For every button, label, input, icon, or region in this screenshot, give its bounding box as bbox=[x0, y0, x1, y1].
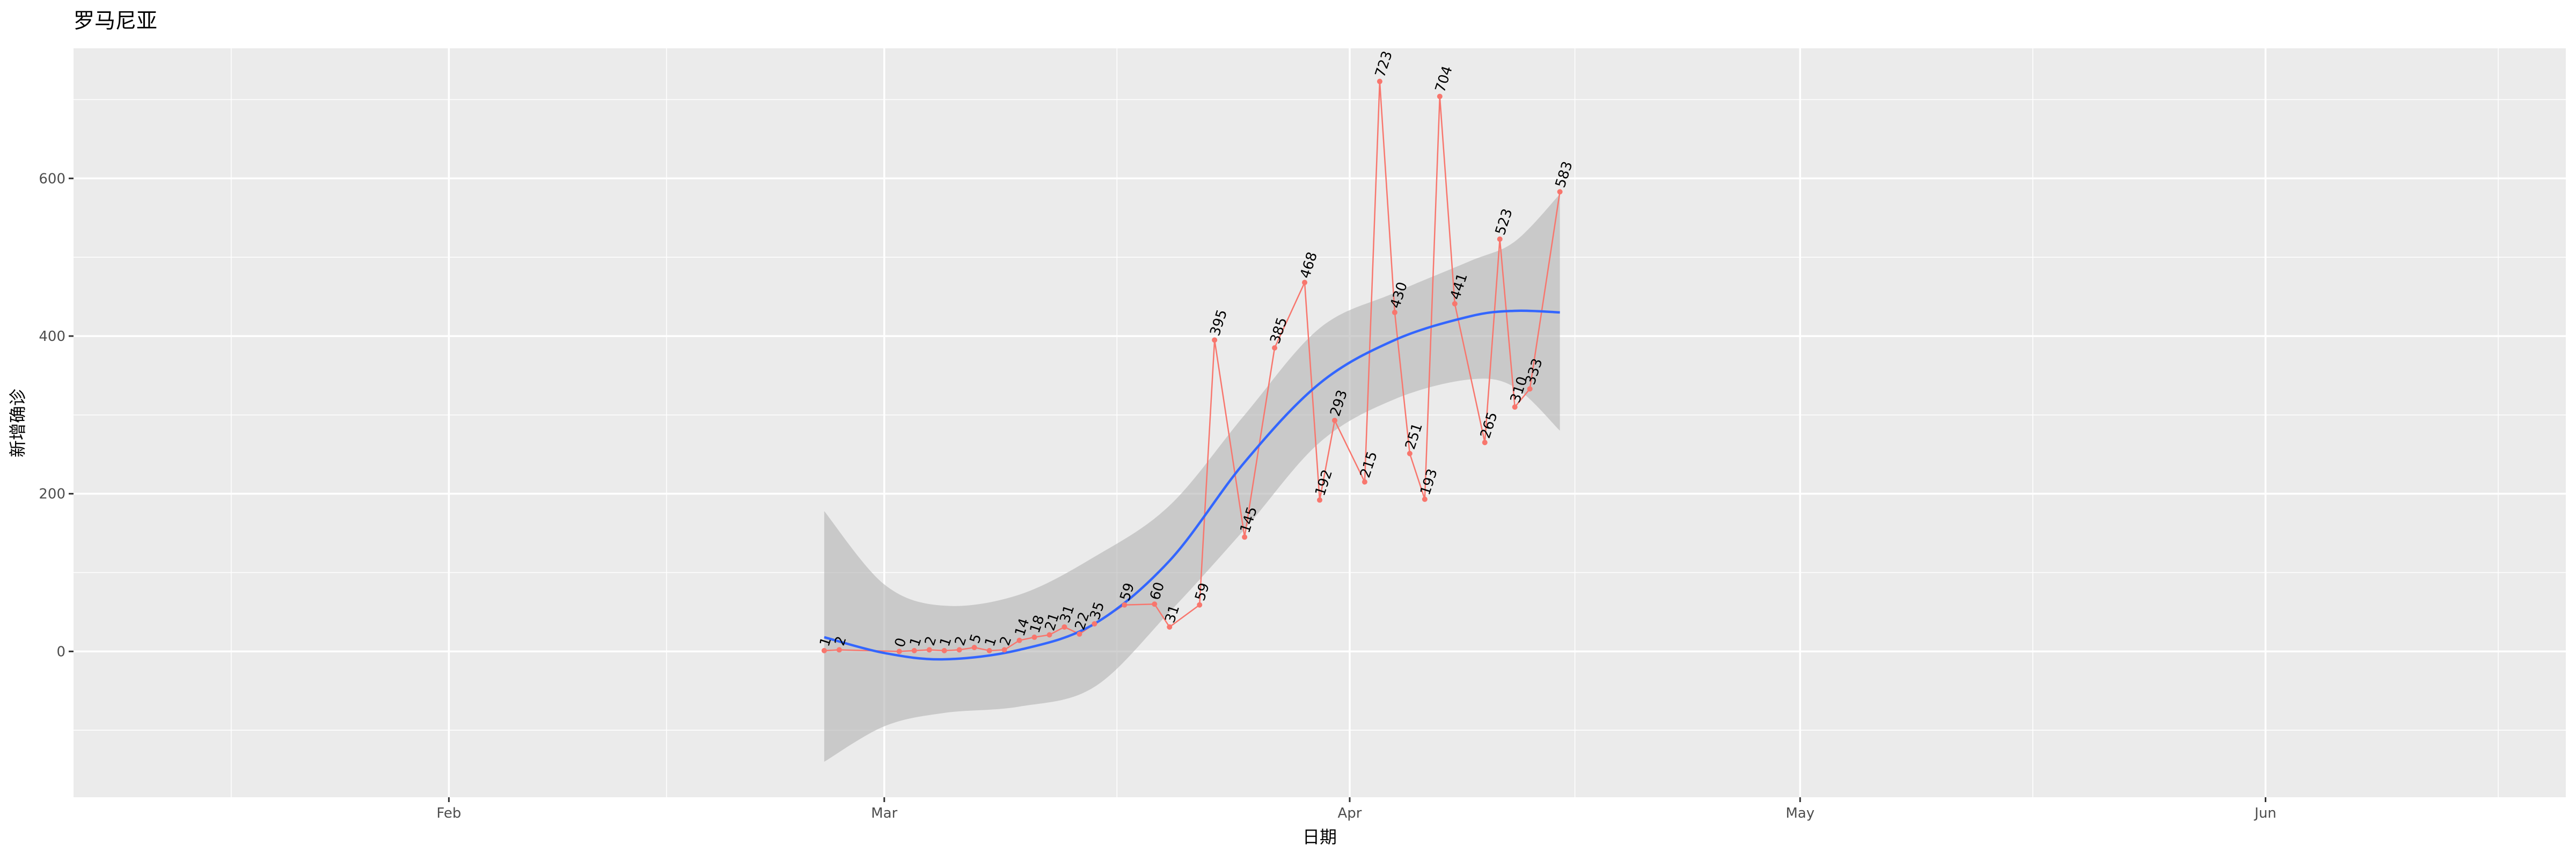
data-point bbox=[1167, 624, 1173, 630]
data-point bbox=[1557, 189, 1563, 195]
data-point bbox=[821, 647, 827, 653]
data-point bbox=[1497, 236, 1503, 242]
data-point bbox=[1062, 624, 1067, 630]
y-tick-label: 400 bbox=[39, 329, 65, 345]
data-points bbox=[821, 78, 1563, 654]
smooth-line bbox=[824, 309, 1560, 661]
confidence-band-area bbox=[824, 194, 1560, 762]
x-tick-label: Apr bbox=[1337, 805, 1362, 821]
x-tick-label: Jun bbox=[2253, 805, 2277, 821]
y-tick-label: 600 bbox=[39, 171, 65, 187]
data-point bbox=[1362, 479, 1367, 485]
data-point bbox=[1272, 345, 1278, 351]
data-point bbox=[926, 647, 932, 653]
data-point bbox=[1422, 496, 1428, 502]
confidence-band bbox=[824, 194, 1560, 762]
data-point bbox=[1212, 337, 1218, 343]
chart-title: 罗马尼亚 bbox=[74, 9, 157, 33]
data-point bbox=[986, 647, 992, 653]
data-point bbox=[1001, 647, 1007, 653]
data-point bbox=[941, 647, 947, 653]
data-point bbox=[1331, 418, 1337, 424]
data-point bbox=[836, 647, 842, 653]
data-point bbox=[1046, 632, 1052, 638]
grid-lines bbox=[74, 48, 2566, 797]
data-point bbox=[1452, 301, 1458, 307]
data-point bbox=[971, 645, 977, 650]
data-point bbox=[1377, 78, 1382, 84]
data-point bbox=[956, 647, 962, 653]
axes: Feb Mar Apr May Jun 0 200 400 600 bbox=[39, 171, 2276, 821]
data-point bbox=[1197, 602, 1203, 608]
data-point bbox=[1031, 634, 1037, 640]
x-tick-label: Mar bbox=[871, 805, 897, 821]
data-point bbox=[896, 649, 902, 654]
x-tick-label: May bbox=[1785, 805, 1814, 821]
data-point bbox=[1077, 631, 1082, 637]
data-point bbox=[1482, 440, 1488, 446]
x-tick-label: Feb bbox=[436, 805, 461, 821]
data-point bbox=[1016, 637, 1022, 643]
data-point bbox=[1437, 93, 1443, 99]
data-point bbox=[1302, 280, 1308, 286]
y-tick-label: 0 bbox=[56, 644, 65, 660]
data-point bbox=[1512, 404, 1518, 410]
data-point bbox=[1392, 309, 1397, 315]
data-point bbox=[1092, 621, 1097, 627]
x-axis-title: 日期 bbox=[1302, 827, 1337, 847]
data-point bbox=[1407, 450, 1413, 456]
y-axis-title: 新增确诊 bbox=[8, 389, 28, 457]
data-point bbox=[1242, 534, 1248, 540]
y-tick-label: 200 bbox=[39, 486, 65, 503]
data-point bbox=[1527, 386, 1533, 392]
data-point bbox=[1317, 497, 1322, 503]
data-point bbox=[1122, 602, 1128, 608]
data-point bbox=[1152, 601, 1158, 607]
data-point bbox=[911, 647, 917, 653]
